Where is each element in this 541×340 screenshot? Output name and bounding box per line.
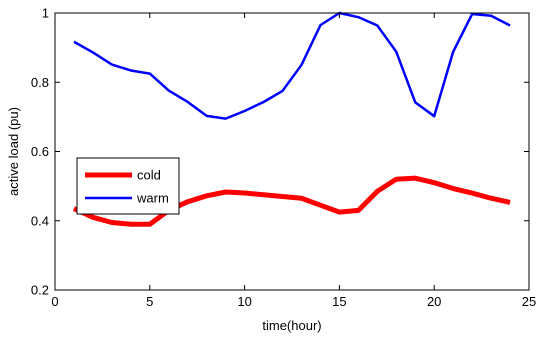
legend-label-cold: cold xyxy=(137,168,161,183)
series-line-cold xyxy=(72,175,511,227)
y-tick-label: 0.4 xyxy=(31,213,49,228)
legend-box xyxy=(76,157,180,215)
y-tick-label: 0.6 xyxy=(31,144,49,159)
y-tick-label: 0.8 xyxy=(31,75,49,90)
x-tick-label: 0 xyxy=(51,294,58,309)
series-line-warm xyxy=(73,11,511,120)
x-tick-label: 25 xyxy=(522,294,536,309)
plot-area xyxy=(55,13,529,290)
x-axis-label: time(hour) xyxy=(262,318,321,333)
legend-label-warm: warm xyxy=(136,191,169,206)
x-tick-label: 20 xyxy=(427,294,441,309)
x-tick-label: 10 xyxy=(237,294,251,309)
x-tick-label: 15 xyxy=(332,294,346,309)
x-tick-label: 5 xyxy=(146,294,153,309)
y-tick-label: 1 xyxy=(42,6,49,21)
y-tick-label: 0.2 xyxy=(31,283,49,298)
y-axis-label: active load (pu) xyxy=(6,107,21,196)
